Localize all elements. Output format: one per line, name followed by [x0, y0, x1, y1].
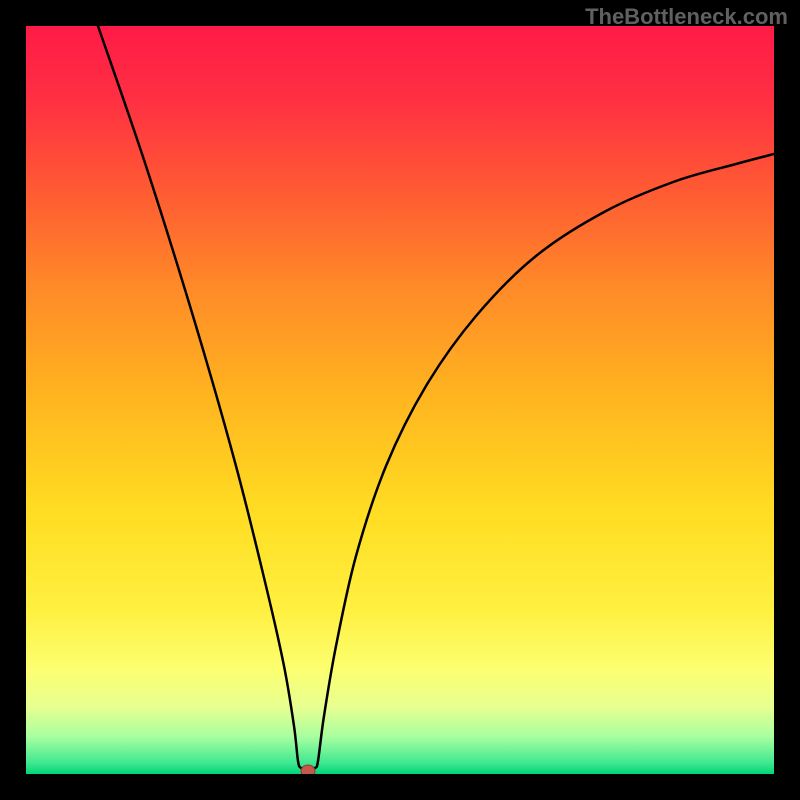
- minimum-marker: [301, 765, 315, 774]
- plot-area: [26, 26, 774, 774]
- watermark-text: TheBottleneck.com: [585, 4, 788, 30]
- curve-path: [98, 26, 774, 771]
- bottleneck-curve: [26, 26, 774, 774]
